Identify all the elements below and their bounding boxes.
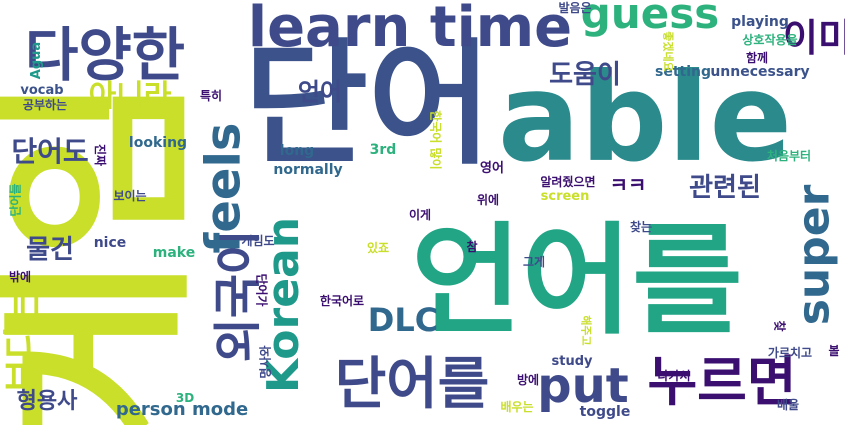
- word-baeuneun: 배우는: [500, 400, 534, 414]
- word-make: make: [152, 245, 196, 261]
- word-gongbuhaneun: 공부하는: [22, 98, 68, 112]
- word-cheoeumbuteo: 처음부터: [766, 149, 812, 163]
- word-looking: looking: [128, 135, 188, 151]
- word-jinjja: 진짜: [93, 143, 107, 167]
- word-super: super: [788, 184, 839, 326]
- word-ige: 이게: [408, 208, 432, 222]
- word-put: put: [537, 358, 629, 414]
- word-channeun: 찾는: [629, 220, 653, 234]
- word-screen: screen: [540, 188, 590, 204]
- word-cham: 참: [466, 240, 478, 254]
- word-hangugeo-mani: 한국어 많이: [428, 110, 443, 170]
- word-bodaneun: 보다는: [0, 288, 45, 394]
- word-eoneo: 언어: [297, 78, 343, 106]
- word-hyeongyongsa: 형용사: [16, 389, 78, 414]
- word-3rd: 3rd: [369, 142, 397, 158]
- word-bakke: 밖에: [8, 270, 32, 284]
- word-itjyo: 있죠: [366, 241, 390, 255]
- word-dlc: DLC: [367, 301, 439, 339]
- word-nureumyeon: 누르면: [647, 350, 797, 413]
- word-wie: 위에: [476, 193, 500, 207]
- word-haejugo: 해주고: [579, 314, 593, 346]
- word-sanghojakyongeul: 상호작용을: [742, 33, 798, 47]
- word-daneodo: 단어도: [11, 135, 89, 168]
- word-boineun: 보이는: [113, 189, 147, 203]
- word-unnecessary: unnecessary: [710, 64, 810, 80]
- word-daneo: 단어: [243, 25, 493, 183]
- word-eoneoreul: 언어를: [411, 212, 743, 351]
- word-daneoga: 단어가: [255, 273, 269, 307]
- word-gwallyeondoen: 관련된: [689, 173, 761, 203]
- word-long: long: [279, 143, 315, 159]
- word-toggle: toggle: [579, 404, 631, 420]
- word-guess: guess: [580, 0, 720, 38]
- word-hamkke: 함께: [745, 51, 769, 65]
- word-doumi: 도움이: [549, 60, 621, 90]
- word-geuge: 그게: [522, 255, 546, 269]
- word-myeongsawa: 명사와: [259, 345, 273, 379]
- word-anira: 아니라: [88, 79, 172, 114]
- word-playing: playing: [731, 14, 789, 30]
- word-mulgeon: 물건: [26, 235, 74, 265]
- word-setting: setting: [655, 64, 711, 80]
- word-baeul: 배울: [776, 398, 800, 412]
- word-geimdo: 게임도: [241, 234, 275, 248]
- word-kk: ㅋㅋ: [609, 173, 647, 197]
- word-teukhi: 특히: [199, 89, 223, 103]
- word-jokenneyo: 좋겠네요: [661, 30, 675, 72]
- word-vocab: vocab: [20, 82, 64, 98]
- word-chat: 찾: [772, 320, 787, 332]
- word-normally: normally: [273, 162, 343, 178]
- word-bol: 볼: [828, 344, 840, 358]
- word-dayanghan: 다양한: [24, 21, 186, 89]
- word-able: able: [497, 47, 793, 189]
- word-allyeojwosseumyeon: 알려줬으면: [540, 175, 596, 189]
- word-agua: Agua: [29, 41, 45, 79]
- word-daneoreul: 단어를: [334, 352, 490, 417]
- word-yeongeo: 영어: [480, 160, 504, 176]
- word-hangugeoro: 한국어로: [319, 294, 365, 308]
- word-bareumeun: 발음은: [558, 1, 592, 15]
- word-learn-time: learn time: [247, 0, 573, 60]
- word-gareuchigo: 가르치고: [767, 346, 813, 360]
- word-nagaseo: 나가서: [657, 369, 691, 383]
- word-study: study: [551, 353, 593, 369]
- word-imi: 이미: [783, 16, 845, 60]
- word-nice: nice: [93, 235, 127, 251]
- word-person-mode: person mode: [115, 399, 249, 420]
- word-bange: 방에: [516, 373, 540, 387]
- word-3d: 3D: [175, 391, 195, 405]
- word-daneodeul: 단어들: [9, 183, 23, 217]
